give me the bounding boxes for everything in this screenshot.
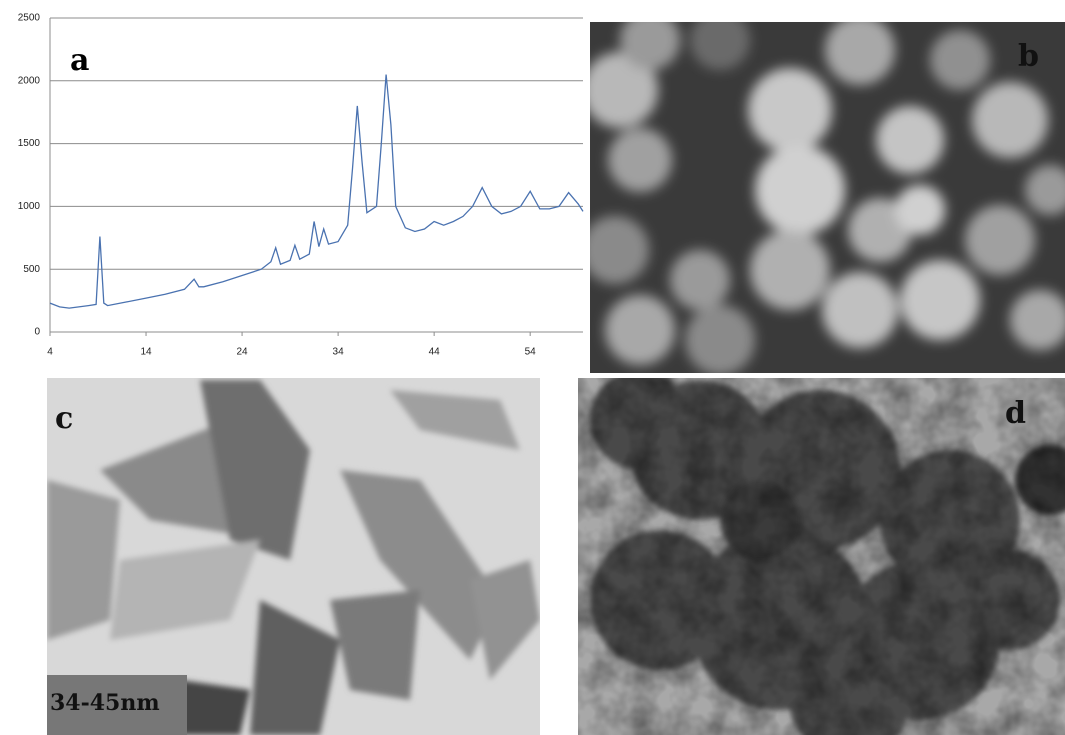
x-tick-label: 24 <box>237 347 249 358</box>
panel-label: b <box>1018 39 1039 74</box>
x-tick-label: 54 <box>525 347 537 358</box>
xrd-line <box>50 75 583 309</box>
x-tick-label: 4 <box>47 347 53 358</box>
xrd-plot: 0 500 1000 1500 2000 2500 4 14 24 34 44 54 <box>18 13 583 358</box>
figure: 0 500 1000 1500 2000 2500 4 14 24 34 44 54 a b <box>0 0 1065 735</box>
y-tick-label: 2000 <box>18 75 41 86</box>
x-tick-label: 14 <box>140 347 152 358</box>
sem-image <box>581 10 1065 375</box>
y-tick-label: 2500 <box>18 13 41 24</box>
panel-label: d <box>1005 396 1026 431</box>
y-tick-label: 0 <box>34 327 40 338</box>
x-tick-label: 34 <box>333 347 345 358</box>
y-tick-label: 1500 <box>18 138 41 149</box>
x-tick-label: 44 <box>429 347 441 358</box>
y-tick-label: 1000 <box>18 201 41 212</box>
panel-label: c <box>55 401 73 436</box>
y-tick-label: 500 <box>23 264 40 275</box>
tem-image: 34-45nm <box>47 378 540 735</box>
panel-label: a <box>70 43 89 78</box>
tem-image <box>578 370 1065 735</box>
scale-label: 34-45nm <box>50 690 160 716</box>
page: 0 500 1000 1500 2000 2500 4 14 24 34 44 54 a b <box>0 0 1065 735</box>
